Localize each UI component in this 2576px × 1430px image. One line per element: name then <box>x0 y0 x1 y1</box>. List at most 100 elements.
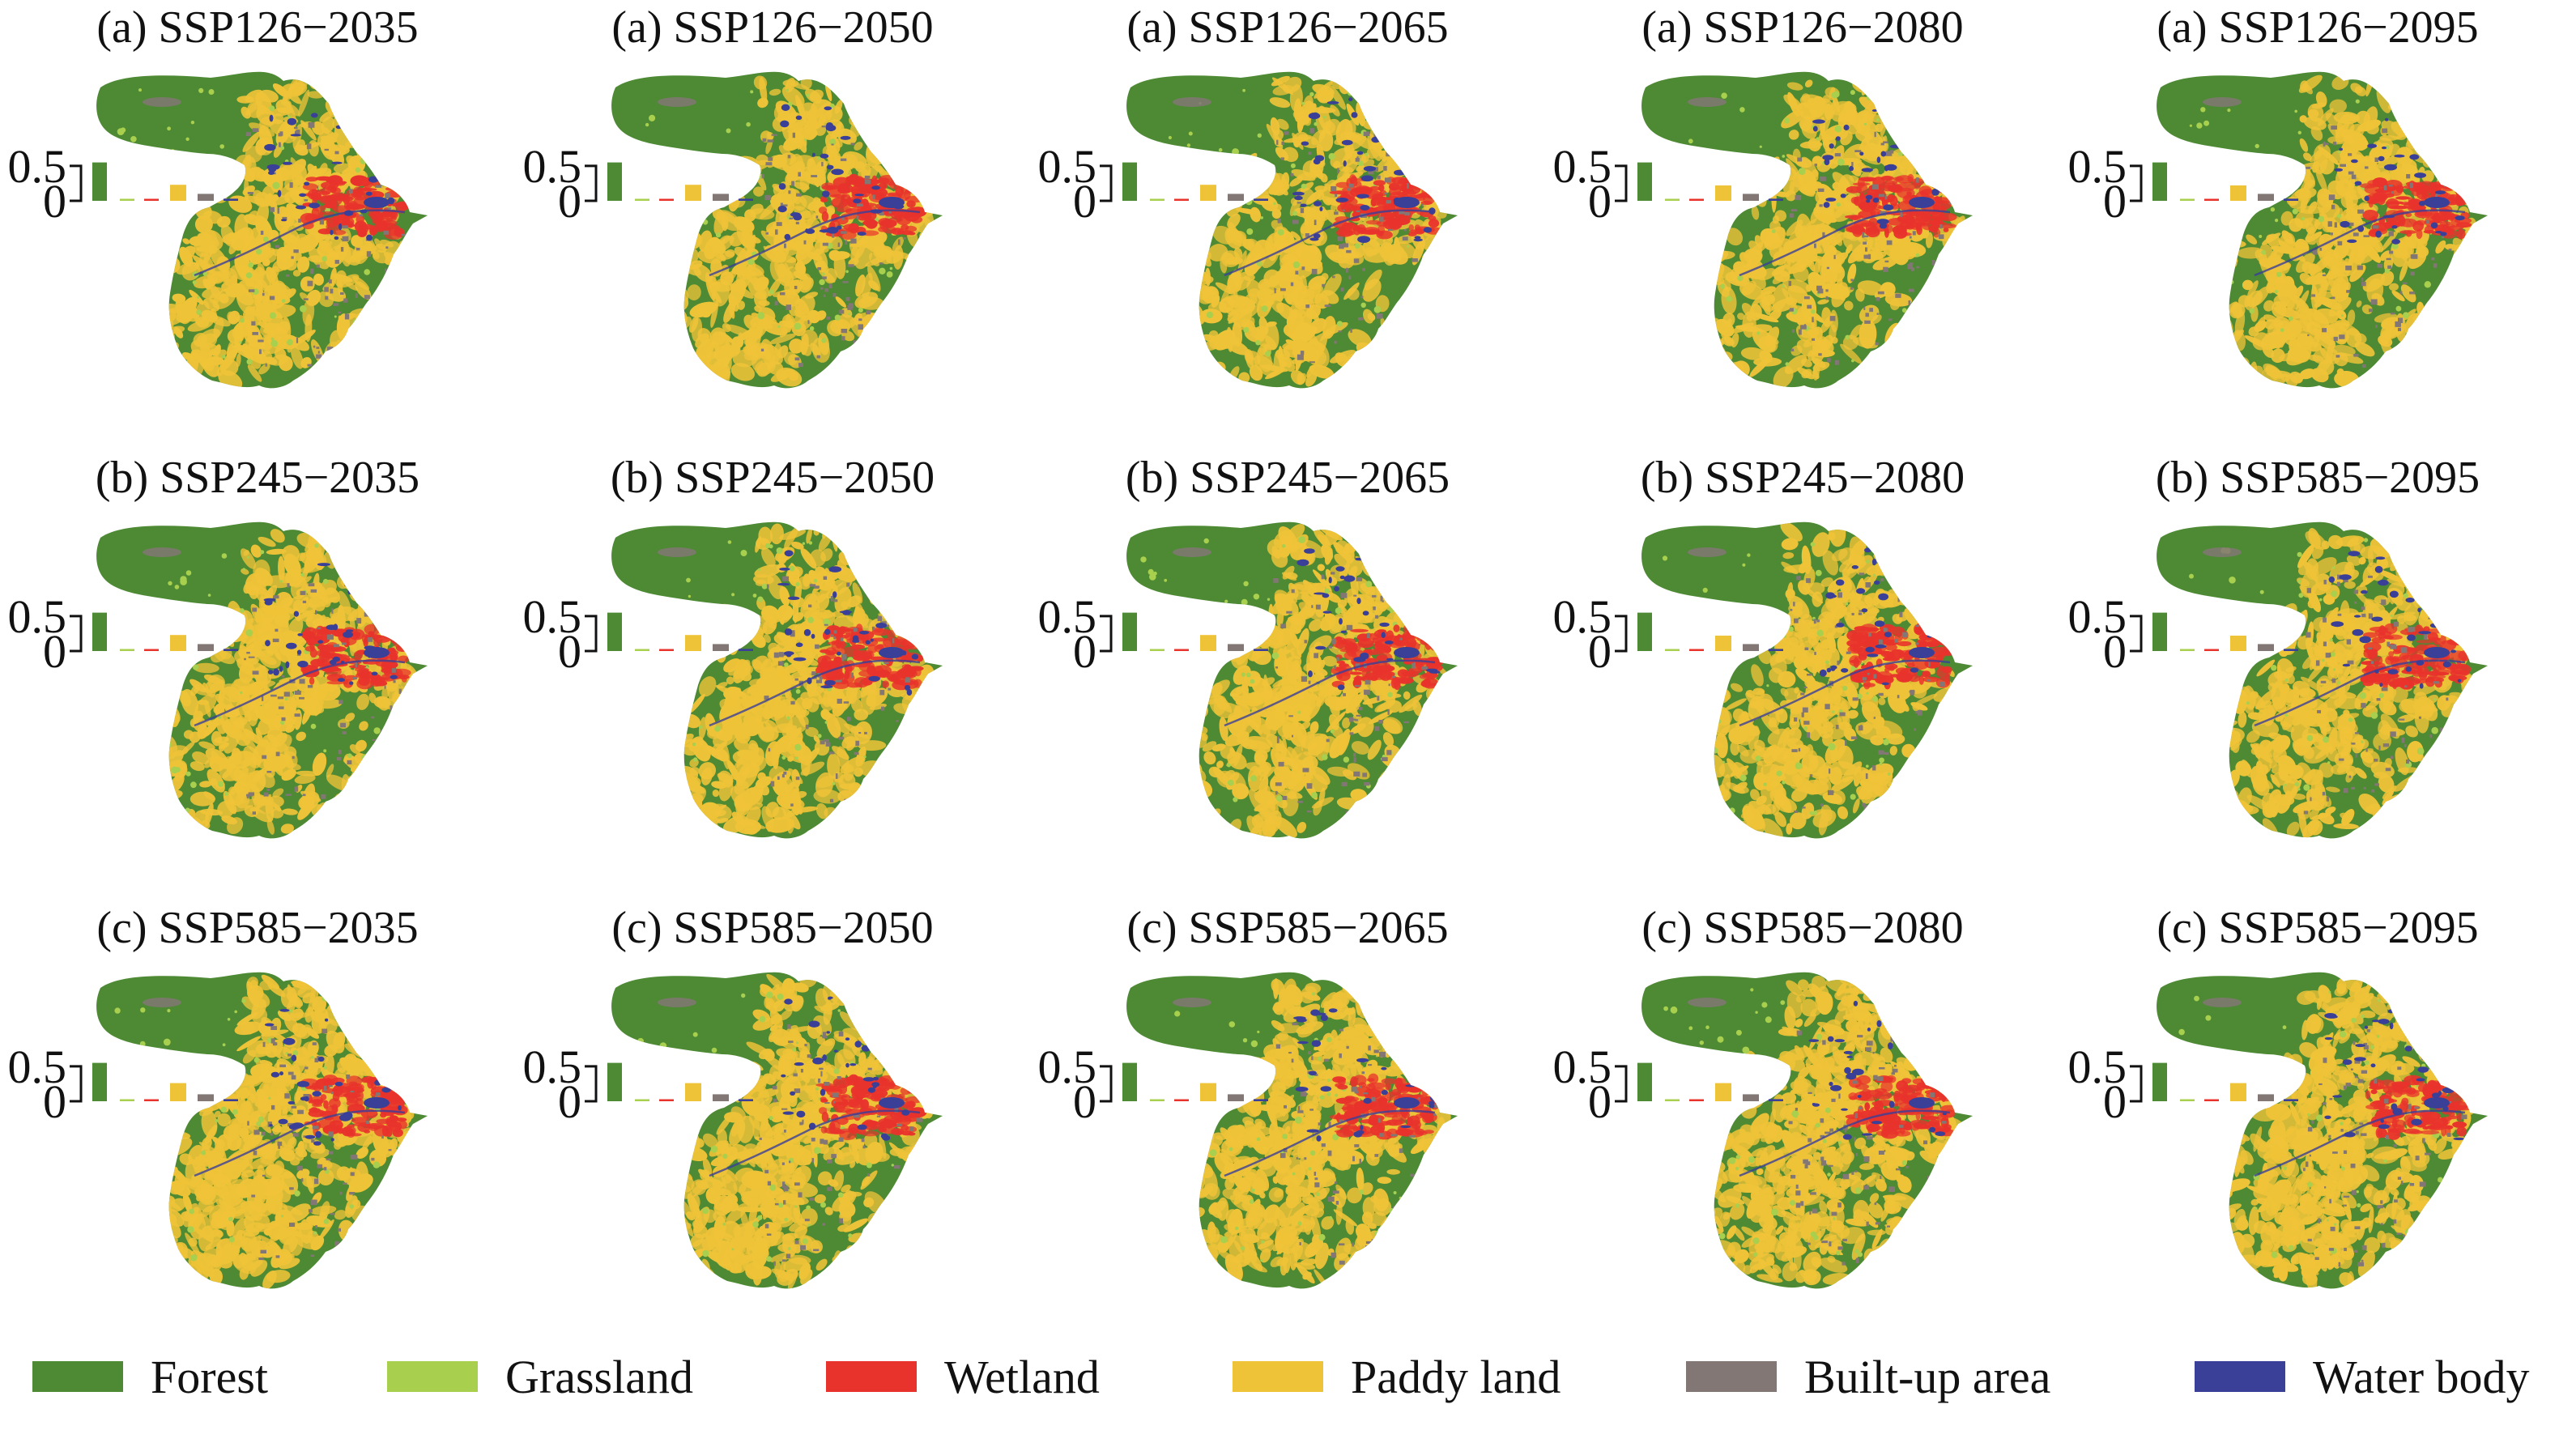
inset-bar <box>1743 1094 1759 1101</box>
inset-y-axis <box>1100 1065 1113 1103</box>
inset-bar <box>2180 198 2195 201</box>
inset-bar <box>1637 1062 1652 1101</box>
legend-label-grassland: Grassland <box>505 1350 693 1403</box>
inset-bar <box>224 1099 238 1101</box>
inset-y-axis <box>70 1065 83 1103</box>
legend-swatch-wetland <box>826 1361 917 1392</box>
inset-bar <box>659 649 674 651</box>
inset-bar <box>224 649 238 651</box>
inset-bar <box>1743 644 1759 651</box>
inset-bar <box>739 1099 753 1101</box>
basin-map: 0.50 <box>523 972 943 1289</box>
basin-map: 0.50 <box>2068 972 2488 1289</box>
inset-bar <box>170 635 186 651</box>
panel-title: (b) SSP245−2065 <box>1125 453 1450 503</box>
map-panel: (a) SSP126−2080 0.5 0 <box>1545 0 2060 437</box>
inset-bar <box>144 649 159 651</box>
inset-bar <box>144 1099 159 1101</box>
map-panel: (c) SSP585−2080 0.5 0 <box>1545 900 2060 1338</box>
inset-bar <box>92 612 107 651</box>
inset-tick-label: 0.5 <box>8 140 67 193</box>
inset-bar <box>198 194 214 201</box>
inset-bar <box>659 198 674 201</box>
map-grid: (a) SSP126−2035 0.5 0 (a) SSP126−2050 0.5 0 (a… <box>0 0 2488 1289</box>
inset-tick-label: 0.5 <box>1553 140 1612 193</box>
basin-map: 0.50 <box>8 521 428 839</box>
panel-title: (b) SSP585−2095 <box>2155 453 2480 503</box>
inset-bar <box>713 194 729 201</box>
inset-bar <box>659 1099 674 1101</box>
map-panel: (b) SSP245−2065 0.5 0 <box>1030 450 1545 887</box>
legend-label-forest: Forest <box>151 1350 268 1403</box>
inset-bar <box>224 198 238 201</box>
panel-title: (c) SSP585−2080 <box>1641 903 1964 953</box>
inset-bar <box>1174 198 1189 201</box>
inset-bar <box>1715 1083 1731 1101</box>
inset-bar <box>739 198 753 201</box>
inset-y-axis <box>1615 615 1628 653</box>
inset-bar <box>713 1094 729 1101</box>
inset-bar <box>2258 644 2274 651</box>
inset-tick-label: 0.5 <box>523 590 582 643</box>
inset-bar <box>1150 1099 1165 1101</box>
legend-item-water-body: Water body <box>2195 1336 2530 1417</box>
inset-tick-label: 0 <box>558 625 581 678</box>
inset-bar <box>1637 162 1652 201</box>
inset-bar <box>1769 1099 1783 1101</box>
inset-bar <box>2180 1099 2195 1101</box>
inset-bar <box>2204 649 2219 651</box>
inset-bar <box>1122 1062 1137 1101</box>
inset-y-axis <box>70 164 83 202</box>
inset-y-axis <box>2130 615 2143 653</box>
inset-bar <box>1689 198 1704 201</box>
map-panel: (c) SSP585−2095 0.5 0 <box>2060 900 2575 1338</box>
inset-bar <box>1200 1083 1216 1101</box>
inset-tick-label: 0.5 <box>8 590 67 643</box>
inset-bar <box>92 1062 107 1101</box>
inset-bar <box>1715 636 1731 651</box>
inset-y-axis <box>2130 1065 2143 1103</box>
inset-bar <box>635 1099 649 1101</box>
inset-y-axis <box>585 164 598 202</box>
panel-title: (b) SSP245−2050 <box>610 453 935 503</box>
inset-bar <box>198 644 214 651</box>
inset-bar <box>120 198 134 201</box>
inset-bar <box>1665 649 1680 651</box>
inset-tick-label: 0.5 <box>1038 590 1097 643</box>
basin-map: 0.50 <box>1038 71 1458 389</box>
legend-swatch-built-up-area <box>1686 1361 1777 1392</box>
inset-y-axis <box>585 615 598 653</box>
inset-bar <box>1665 1099 1680 1101</box>
map-panel: (a) SSP126−2035 0.5 0 <box>0 0 515 437</box>
inset-y-axis <box>70 615 83 653</box>
inset-y-axis <box>2130 164 2143 202</box>
legend-swatch-grassland <box>387 1361 478 1392</box>
inset-bar <box>2204 1099 2219 1101</box>
inset-bar <box>1174 1099 1189 1101</box>
map-panel: (b) SSP245−2080 0.5 0 <box>1545 450 2060 887</box>
inset-bar <box>2284 649 2298 651</box>
basin-map: 0.50 <box>523 71 943 389</box>
inset-tick-label: 0 <box>43 175 66 228</box>
map-panel: (a) SSP126−2065 0.5 0 <box>1030 0 1545 437</box>
inset-bar <box>1200 185 1216 201</box>
inset-bar <box>2230 636 2246 651</box>
inset-bar <box>1150 198 1165 201</box>
inset-bar <box>607 612 622 651</box>
inset-bar <box>2180 649 2195 651</box>
inset-bar <box>2152 1062 2167 1101</box>
inset-bar <box>170 1083 186 1101</box>
inset-bar <box>2258 1094 2274 1101</box>
inset-bar <box>198 1094 214 1101</box>
inset-bar <box>635 649 649 651</box>
inset-bar <box>1174 649 1189 651</box>
panel-title: (b) SSP245−2080 <box>1640 453 1965 503</box>
inset-bar <box>2284 1099 2298 1101</box>
legend-label-water-body: Water body <box>2313 1350 2530 1403</box>
panel-title: (c) SSP585−2065 <box>1126 903 1449 953</box>
inset-bar <box>1769 198 1783 201</box>
panel-title: (b) SSP245−2035 <box>95 453 420 503</box>
inset-bar <box>2152 612 2167 651</box>
inset-bar <box>1228 1094 1244 1101</box>
inset-bar <box>1743 194 1759 201</box>
